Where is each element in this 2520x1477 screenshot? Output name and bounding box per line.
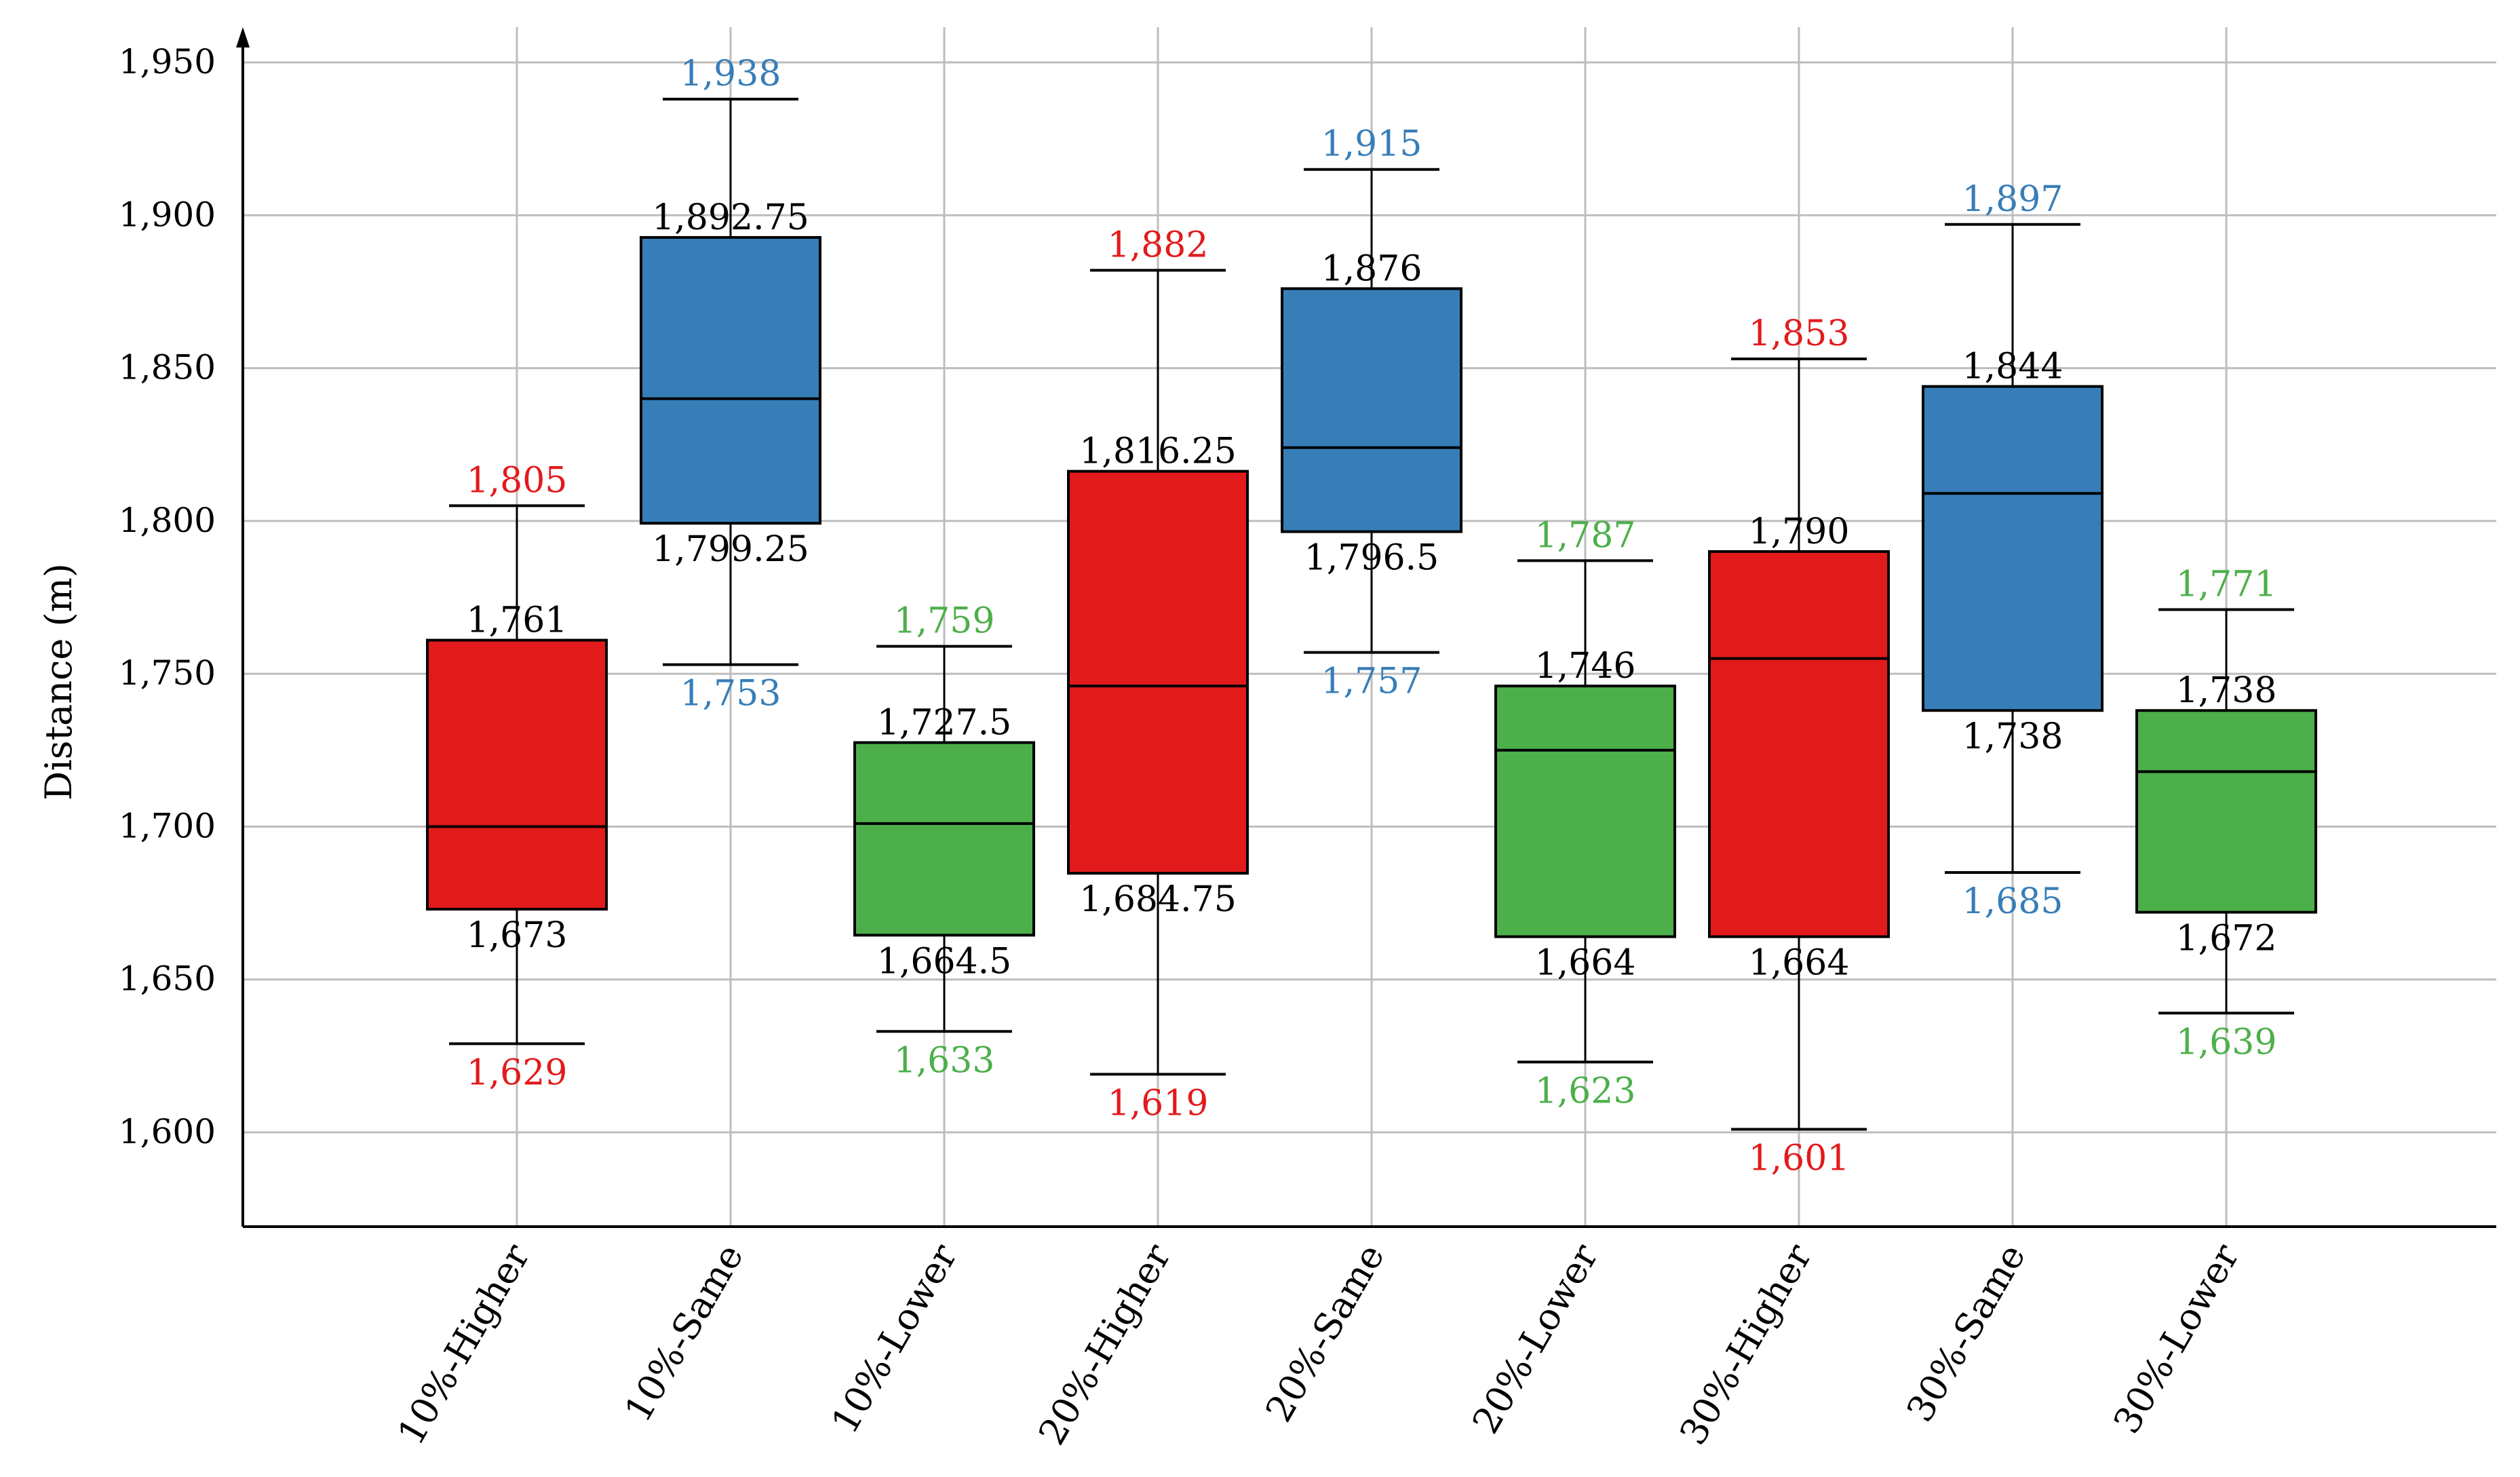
q1-label: 1,664 bbox=[1749, 943, 1850, 984]
min-label: 1,623 bbox=[1535, 1071, 1636, 1111]
min-label: 1,757 bbox=[1321, 661, 1422, 702]
q3-label: 1,746 bbox=[1535, 646, 1636, 687]
iqr-box bbox=[1922, 385, 2104, 712]
iqr-box bbox=[1708, 550, 1890, 938]
y-tick-label: 1,950 bbox=[119, 42, 216, 81]
y-tick-label: 1,800 bbox=[119, 501, 216, 540]
box-10pct-lower: 1,759 1,633 1,727.5 1,664.5 bbox=[853, 601, 1035, 1081]
max-label: 1,771 bbox=[2176, 564, 2277, 605]
y-tick-label: 1,850 bbox=[119, 348, 216, 387]
q3-label: 1,727.5 bbox=[877, 703, 1011, 744]
iqr-box bbox=[2135, 709, 2317, 914]
box-30pct-same: 1,897 1,685 1,844 1,738 bbox=[1922, 179, 2104, 922]
y-tick-label: 1,650 bbox=[119, 959, 216, 999]
y-axis-ticks: 1,600 1,650 1,700 1,750 1,800 1,850 1,900 1,950 bbox=[119, 42, 216, 1151]
min-label: 1,753 bbox=[680, 674, 781, 714]
max-label: 1,853 bbox=[1749, 313, 1850, 354]
q3-label: 1,790 bbox=[1749, 512, 1850, 552]
x-tick-label: 10%-Higher bbox=[389, 1237, 539, 1452]
q1-label: 1,673 bbox=[467, 915, 568, 956]
q1-label: 1,799.25 bbox=[652, 529, 809, 570]
q1-label: 1,664.5 bbox=[877, 941, 1011, 982]
axes bbox=[236, 27, 2496, 1228]
iqr-box bbox=[640, 235, 821, 525]
max-label: 1,805 bbox=[467, 460, 568, 501]
x-tick-label: 30%-Lower bbox=[2105, 1237, 2247, 1441]
x-tick-label: 30%-Same bbox=[1898, 1237, 2034, 1429]
min-label: 1,639 bbox=[2176, 1022, 2277, 1062]
x-tick-label: 20%-Same bbox=[1257, 1237, 1393, 1429]
box-20pct-same: 1,915 1,757 1,876 1,796.5 bbox=[1281, 124, 1462, 702]
box-10pct-same: 1,938 1,753 1,892.75 1,799.25 bbox=[640, 54, 821, 714]
box-10pct-higher: 1,805 1,629 1,761 1,673 bbox=[426, 460, 608, 1093]
y-tick-label: 1,700 bbox=[119, 806, 216, 845]
y-tick-label: 1,600 bbox=[119, 1112, 216, 1151]
box-series: 1,8051,6291,7611,6731,9381,7531,892.751,… bbox=[426, 54, 2317, 1178]
max-label: 1,759 bbox=[894, 601, 995, 642]
iqr-box bbox=[1281, 287, 1462, 533]
q3-label: 1,761 bbox=[467, 600, 568, 641]
q3-label: 1,876 bbox=[1321, 248, 1422, 289]
grid-lines bbox=[243, 27, 2496, 1227]
box-30pct-lower: 1,771 1,639 1,738 1,672 bbox=[2135, 564, 2317, 1062]
iqr-box bbox=[1067, 469, 1249, 875]
x-axis-ticks: 10%-Higher 10%-Same 10%-Lower 20%-Higher 20%… bbox=[389, 1237, 2248, 1452]
y-tick-label: 1,750 bbox=[119, 653, 216, 693]
q1-label: 1,738 bbox=[1962, 716, 2063, 757]
min-label: 1,685 bbox=[1962, 881, 2063, 922]
box-20pct-lower: 1,787 1,623 1,746 1,664 bbox=[1494, 515, 1676, 1111]
q1-label: 1,796.5 bbox=[1304, 538, 1439, 579]
q1-label: 1,672 bbox=[2176, 919, 2277, 959]
q3-label: 1,892.75 bbox=[652, 197, 809, 238]
y-axis-label: Distance (m) bbox=[37, 563, 80, 801]
iqr-box bbox=[1494, 685, 1676, 938]
min-label: 1,601 bbox=[1749, 1138, 1850, 1178]
x-tick-label: 20%-Lower bbox=[1464, 1237, 1606, 1441]
x-tick-label: 10%-Lower bbox=[823, 1237, 965, 1441]
q1-label: 1,664 bbox=[1535, 943, 1636, 984]
min-label: 1,619 bbox=[1108, 1083, 1209, 1124]
iqr-box bbox=[853, 741, 1035, 937]
box-20pct-higher: 1,882 1,619 1,816.25 1,684.75 bbox=[1067, 225, 1249, 1124]
max-label: 1,897 bbox=[1962, 179, 2063, 220]
y-axis-arrow bbox=[236, 27, 250, 47]
x-tick-label: 30%-Higher bbox=[1671, 1237, 1821, 1452]
iqr-box bbox=[426, 638, 608, 911]
q3-label: 1,844 bbox=[1962, 347, 2063, 387]
q3-label: 1,738 bbox=[2176, 670, 2277, 711]
q1-label: 1,684.75 bbox=[1079, 879, 1237, 920]
box-30pct-higher: 1,853 1,601 1,790 1,664 bbox=[1708, 313, 1890, 1178]
min-label: 1,629 bbox=[467, 1052, 568, 1093]
q3-label: 1,816.25 bbox=[1079, 431, 1237, 472]
min-label: 1,633 bbox=[894, 1040, 995, 1081]
max-label: 1,915 bbox=[1321, 124, 1422, 165]
x-tick-label: 10%-Same bbox=[616, 1237, 752, 1429]
y-tick-label: 1,900 bbox=[119, 195, 216, 234]
max-label: 1,938 bbox=[680, 54, 781, 94]
max-label: 1,882 bbox=[1108, 225, 1209, 265]
x-tick-label: 20%-Higher bbox=[1030, 1237, 1180, 1452]
max-label: 1,787 bbox=[1535, 515, 1636, 556]
